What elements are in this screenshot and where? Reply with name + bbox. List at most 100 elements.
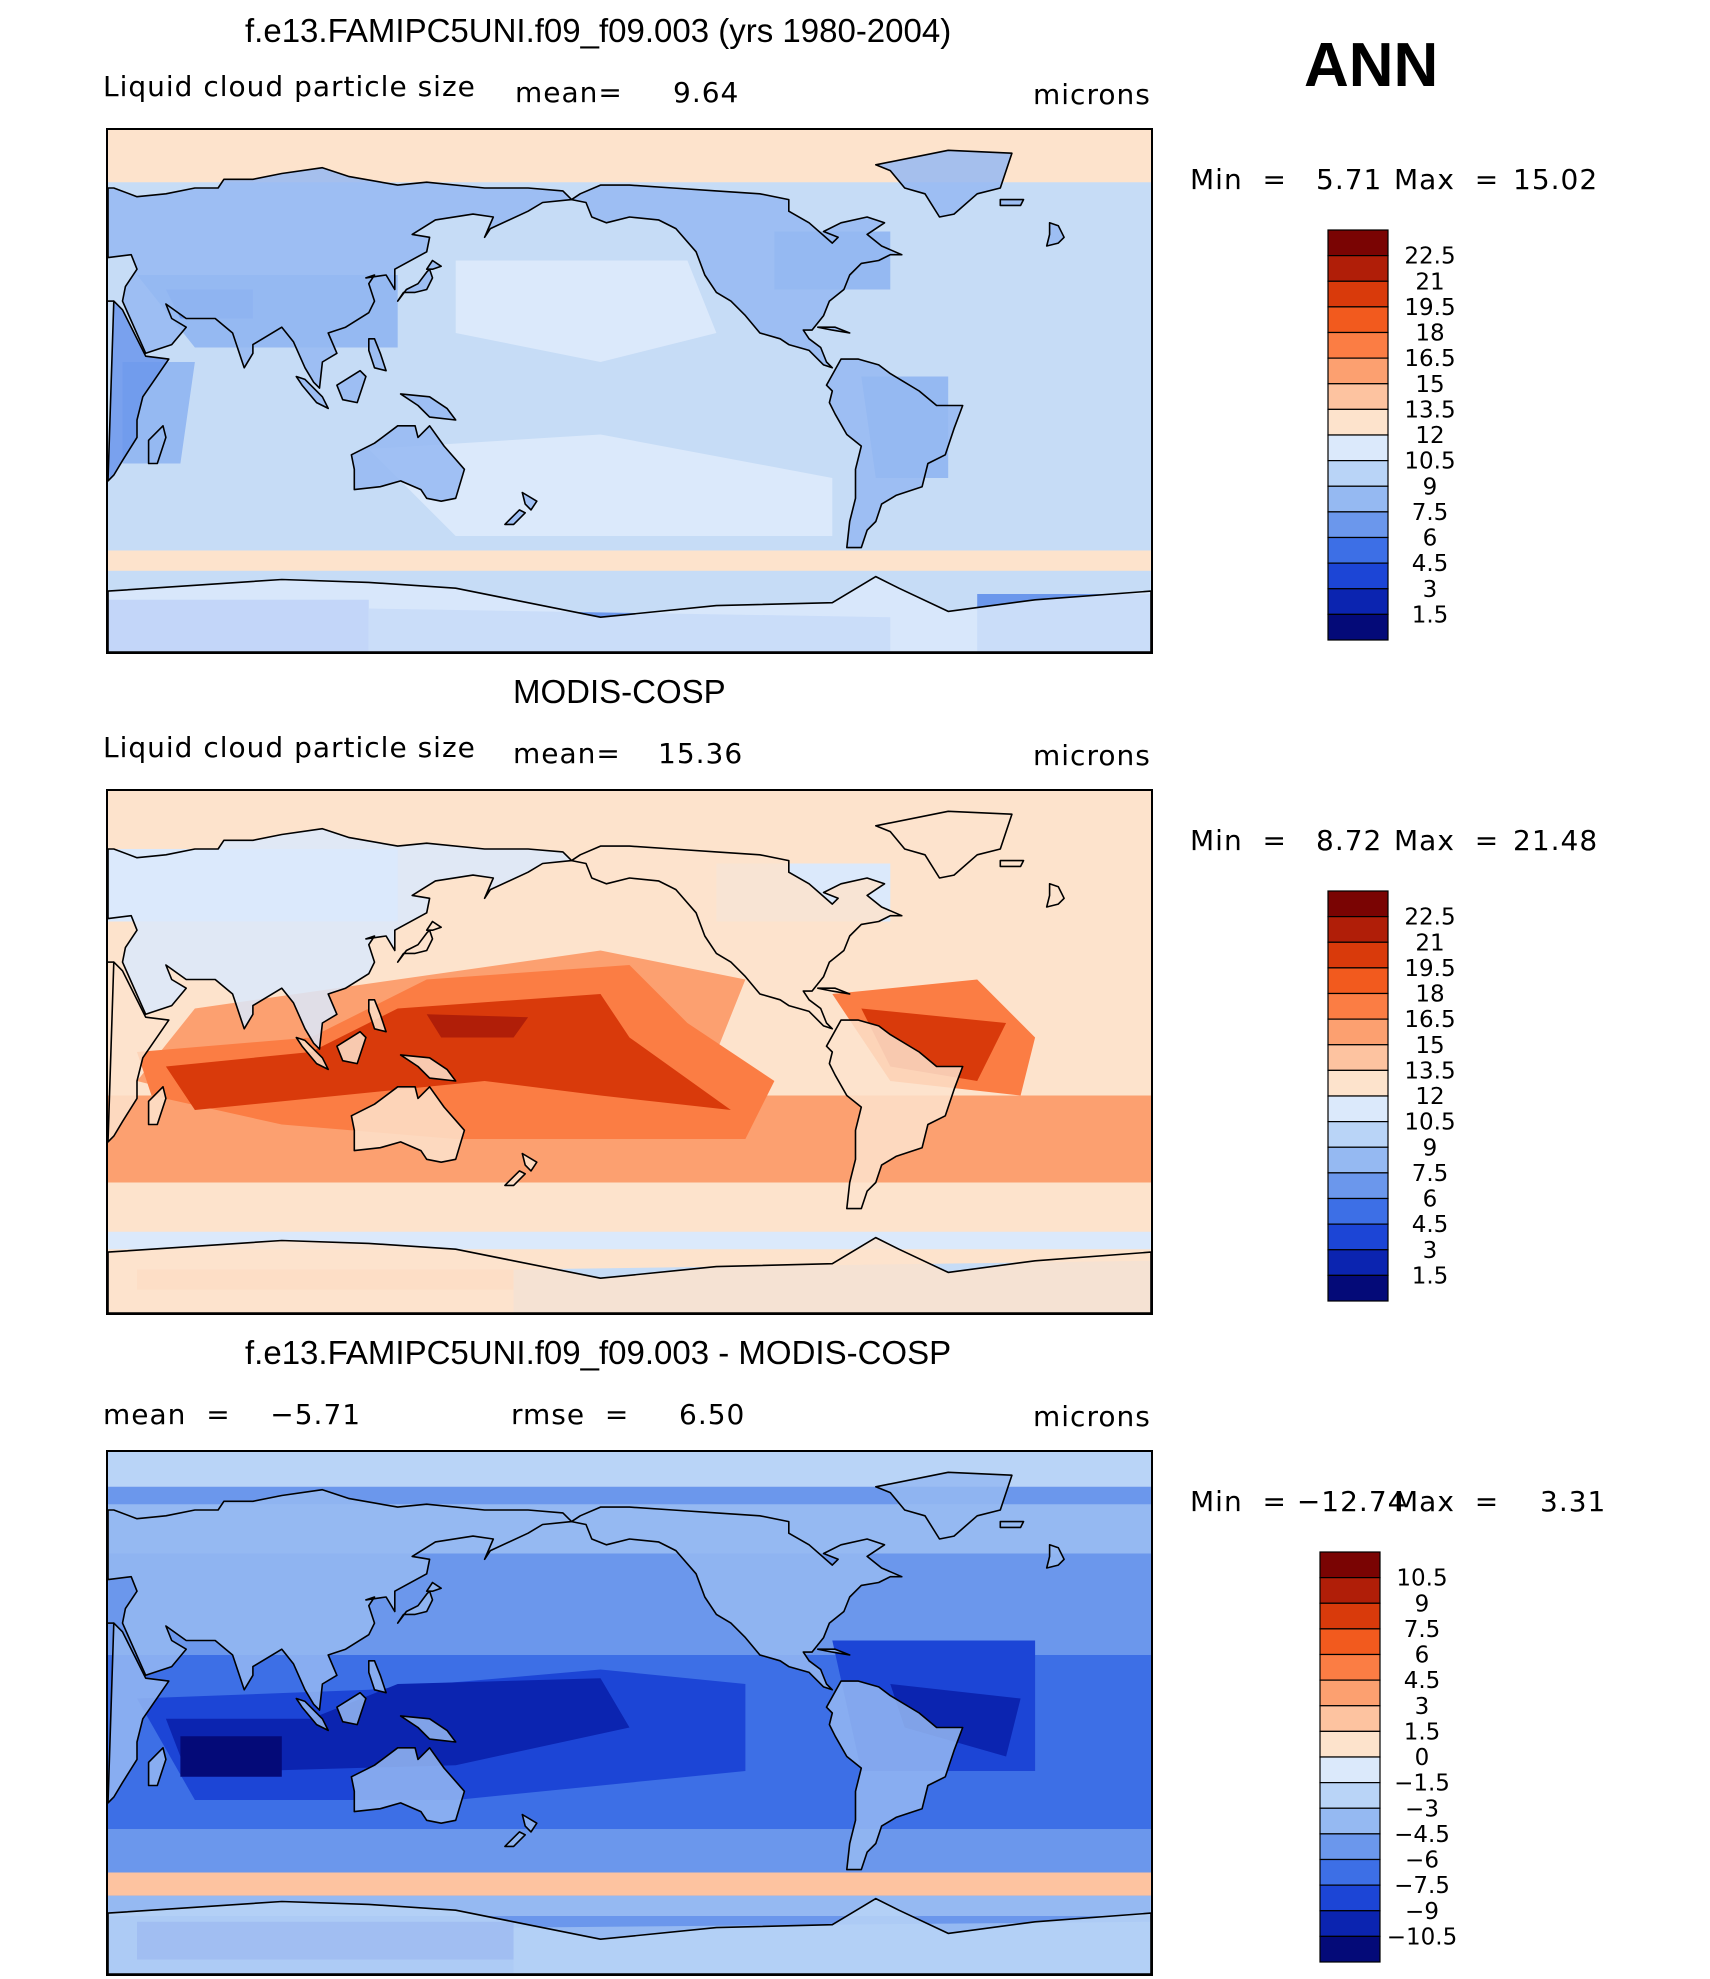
coastline-philippines bbox=[368, 1660, 387, 1694]
colorbar-tick-label: 18 bbox=[1415, 982, 1444, 1008]
land-region-iceland bbox=[1000, 199, 1024, 206]
colorbar-tick-label: 21 bbox=[1415, 269, 1444, 295]
land-region-nz_s bbox=[504, 1170, 526, 1186]
colorbar-box bbox=[1327, 1197, 1389, 1225]
coastline-nz_n bbox=[521, 491, 538, 511]
colorbar-tick-label: 1.5 bbox=[1412, 602, 1449, 628]
colorbar-box bbox=[1319, 1628, 1381, 1656]
colorbar-tick-label: 12 bbox=[1415, 423, 1444, 449]
coastline-borneo bbox=[336, 1030, 367, 1065]
land-region-northamerica bbox=[571, 185, 902, 368]
panel-1-max-label: Max = bbox=[1394, 163, 1500, 196]
panel-2-mean-value: 15.36 bbox=[658, 737, 744, 770]
season-label: ANN bbox=[1304, 31, 1439, 100]
coastline-borneo bbox=[336, 369, 367, 404]
colorbar-tick-label: 3 bbox=[1415, 1694, 1430, 1720]
colorbar-tick-label: 9 bbox=[1423, 474, 1438, 500]
colorbar-box bbox=[1319, 1833, 1381, 1861]
land-region-britain bbox=[1046, 222, 1065, 246]
colorbar-tick-label: −3 bbox=[1405, 1796, 1439, 1822]
colorbar-box bbox=[1327, 511, 1389, 539]
colorbar-box bbox=[1319, 1602, 1381, 1630]
contour-region bbox=[108, 1452, 1151, 1487]
coastline-northamerica bbox=[570, 184, 903, 369]
panel-2-mean-label: mean= bbox=[513, 737, 621, 770]
panel-3-min-label: Min = −12.74 bbox=[1190, 1485, 1407, 1518]
colorbar-tick-label: 10.5 bbox=[1396, 1566, 1447, 1592]
coastline-hokkaido bbox=[425, 1581, 442, 1592]
land-region-africaE bbox=[108, 301, 169, 481]
land-region-iceland bbox=[1000, 1521, 1024, 1528]
land-region-greenland bbox=[875, 1472, 1012, 1539]
colorbar-box bbox=[1327, 1121, 1389, 1148]
coastline-madagascar bbox=[147, 425, 167, 465]
land-region-greenland bbox=[875, 811, 1012, 878]
coastline-cuba bbox=[817, 987, 851, 995]
panel-3-mean-label: mean = −5.71 bbox=[103, 1398, 362, 1431]
coastline-northamerica bbox=[570, 1506, 903, 1691]
colorbar-box bbox=[1319, 1705, 1381, 1732]
land-region-australia bbox=[351, 1086, 465, 1163]
colorbar-box bbox=[1327, 613, 1389, 641]
colorbar-box bbox=[1327, 1172, 1389, 1200]
colorbar-box bbox=[1327, 383, 1389, 410]
land-region-eurasia bbox=[108, 167, 572, 389]
panel-1-variable-label: Liquid cloud particle size bbox=[103, 70, 476, 103]
coastline-britain bbox=[1045, 222, 1065, 247]
coastline-nz_s bbox=[504, 509, 526, 526]
colorbar-tick-label: 6 bbox=[1415, 1643, 1430, 1669]
land-region-australia bbox=[351, 1747, 465, 1824]
colorbar-box bbox=[1327, 485, 1389, 513]
coastline-japan bbox=[396, 268, 434, 302]
coastline-antarctica bbox=[108, 1236, 1151, 1313]
coastline-sumatra bbox=[295, 1036, 329, 1071]
colorbar-tick-label: −7.5 bbox=[1394, 1873, 1450, 1899]
colorbar-tick-label: 12 bbox=[1415, 1084, 1444, 1110]
coastline-africaE bbox=[108, 961, 170, 1143]
colorbar-tick-label: 19.5 bbox=[1404, 295, 1455, 321]
panel-3-max-value: 3.31 bbox=[1540, 1485, 1607, 1518]
land-region-nz_s bbox=[504, 1831, 526, 1847]
panel-2-min-value: 8.72 bbox=[1316, 824, 1383, 857]
coastline-africaE bbox=[108, 1622, 170, 1804]
colorbar-box bbox=[1327, 588, 1389, 615]
colorbar-box bbox=[1319, 1551, 1381, 1579]
land-region-sumatra bbox=[296, 376, 329, 409]
land-region-borneo bbox=[336, 1031, 366, 1064]
colorbar-tick-label: 3 bbox=[1423, 577, 1438, 603]
colorbar-box bbox=[1319, 1935, 1381, 1963]
colorbar-tick-label: 3 bbox=[1423, 1238, 1438, 1264]
land-region-eurasia bbox=[108, 1489, 572, 1711]
colorbar-tick-label: 0 bbox=[1415, 1745, 1430, 1771]
colorbar-tick-label: 1.5 bbox=[1412, 1263, 1449, 1289]
contour-region bbox=[890, 1684, 1021, 1757]
panel-3-title: f.e13.FAMIPC5UNI.f09_f09.003 - MODIS-COS… bbox=[245, 1334, 952, 1371]
colorbar-box bbox=[1327, 357, 1389, 385]
colorbar-tick-label: 4.5 bbox=[1412, 1212, 1449, 1238]
contour-region bbox=[108, 550, 1151, 571]
coastline-newguinea bbox=[399, 1054, 457, 1082]
panel-1-max-value: 15.02 bbox=[1513, 163, 1599, 196]
panel-2-colorbar: 22.5 21 19.5 18 16.5 15 13.5 12 10.5 9 7.5 6 4.5 3 1.5 bbox=[1327, 890, 1528, 1306]
panel-1-mean-label: mean= bbox=[515, 76, 623, 109]
panel-3-map bbox=[106, 1450, 1153, 1976]
colorbar-tick-label: 7.5 bbox=[1412, 500, 1449, 526]
land-region-madagascar bbox=[148, 1747, 166, 1786]
land-region-northamerica bbox=[571, 846, 902, 1029]
panel-2-min-label: Min = bbox=[1190, 824, 1287, 857]
coastline-iceland bbox=[999, 1520, 1025, 1529]
coastline-philippines bbox=[368, 338, 387, 372]
land-region-southamerica bbox=[826, 359, 963, 548]
panel-1-map bbox=[106, 128, 1153, 654]
land-region-borneo bbox=[336, 1692, 366, 1725]
colorbar-tick-label: 22.5 bbox=[1404, 244, 1455, 270]
panel-3-max-label: Max = bbox=[1394, 1485, 1500, 1518]
colorbar-tick-label: 10.5 bbox=[1404, 449, 1455, 475]
coastline-cuba bbox=[817, 326, 851, 334]
colorbar-tick-label: −10.5 bbox=[1387, 1924, 1457, 1950]
colorbar-box bbox=[1319, 1730, 1381, 1758]
colorbar-box bbox=[1327, 460, 1389, 487]
coastline-northamerica bbox=[570, 845, 903, 1030]
colorbar-tick-label: 15 bbox=[1415, 1033, 1444, 1059]
land-region-sumatra bbox=[296, 1037, 329, 1070]
